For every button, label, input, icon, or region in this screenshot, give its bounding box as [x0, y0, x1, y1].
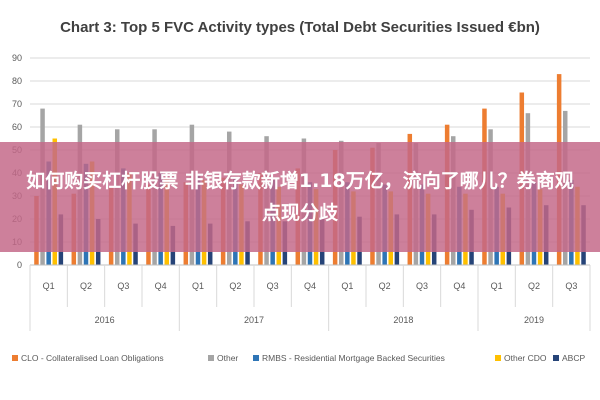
x-tick-label: Q4 — [155, 281, 167, 291]
x-tick-label: Q1 — [192, 281, 204, 291]
y-tick-label: 0 — [17, 260, 22, 270]
x-tick-label: Q1 — [491, 281, 503, 291]
x-tick-label: Q1 — [341, 281, 353, 291]
year-label: 2018 — [393, 315, 413, 325]
chart-title: Chart 3: Top 5 FVC Activity types (Total… — [60, 19, 540, 36]
legend-swatch — [12, 355, 18, 361]
legend-label: RMBS - Residential Mortgage Backed Secur… — [262, 353, 445, 363]
legend-label: Other CDO — [504, 353, 547, 363]
x-tick-label: Q4 — [304, 281, 316, 291]
headline-banner[interactable]: 如何购买杠杆股票 非银存款新增1.18万亿，流向了哪儿？券商观点现分歧 — [0, 142, 600, 252]
x-tick-label: Q2 — [379, 281, 391, 291]
x-tick-label: Q3 — [267, 281, 279, 291]
legend-swatch — [495, 355, 501, 361]
x-tick-label: Q2 — [528, 281, 540, 291]
y-tick-label: 90 — [12, 53, 22, 63]
x-tick-label: Q2 — [229, 281, 241, 291]
legend-label: ABCP — [562, 353, 585, 363]
y-tick-label: 80 — [12, 76, 22, 86]
year-label: 2019 — [524, 315, 544, 325]
legend: CLO - Collateralised Loan Obligations Oth… — [12, 353, 585, 363]
x-tick-label: Q3 — [416, 281, 428, 291]
legend-swatch — [208, 355, 214, 361]
x-tick-label: Q3 — [117, 281, 129, 291]
legend-label: Other — [217, 353, 238, 363]
headline-text[interactable]: 如何购买杠杆股票 非银存款新增1.18万亿，流向了哪儿？券商观点现分歧 — [26, 170, 574, 224]
year-label: 2016 — [95, 315, 115, 325]
x-tick-label: Q3 — [565, 281, 577, 291]
year-label: 2017 — [244, 315, 264, 325]
x-tick-label: Q2 — [80, 281, 92, 291]
x-axis: Q1 Q2 Q3 Q4 Q1 Q2 Q3 Q4 Q1 Q2 Q3 Q4 Q1 Q2 Q3 2016 2017 20… — [29, 264, 591, 331]
legend-label: CLO - Collateralised Loan Obligations — [21, 353, 164, 363]
legend-swatch — [253, 355, 259, 361]
y-tick-label: 70 — [12, 99, 22, 109]
x-tick-label: Q4 — [453, 281, 465, 291]
y-tick-label: 60 — [12, 122, 22, 132]
legend-swatch — [553, 355, 559, 361]
x-tick-label: Q1 — [43, 281, 55, 291]
